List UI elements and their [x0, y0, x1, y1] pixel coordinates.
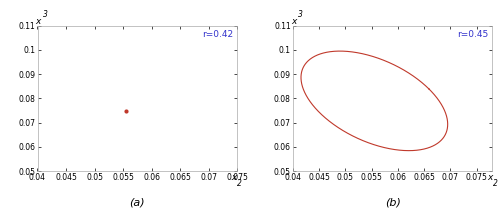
Text: x: x [232, 173, 237, 182]
Text: 3: 3 [42, 10, 48, 19]
Text: 2: 2 [492, 179, 498, 188]
Text: x: x [487, 173, 492, 182]
Text: x: x [291, 17, 296, 26]
Text: (a): (a) [130, 197, 145, 207]
Text: r=0.42: r=0.42 [202, 30, 233, 39]
Text: r=0.45: r=0.45 [458, 30, 488, 39]
Text: x: x [36, 17, 41, 26]
Text: 2: 2 [237, 179, 242, 188]
Text: (b): (b) [385, 197, 400, 207]
Text: 3: 3 [298, 10, 303, 19]
